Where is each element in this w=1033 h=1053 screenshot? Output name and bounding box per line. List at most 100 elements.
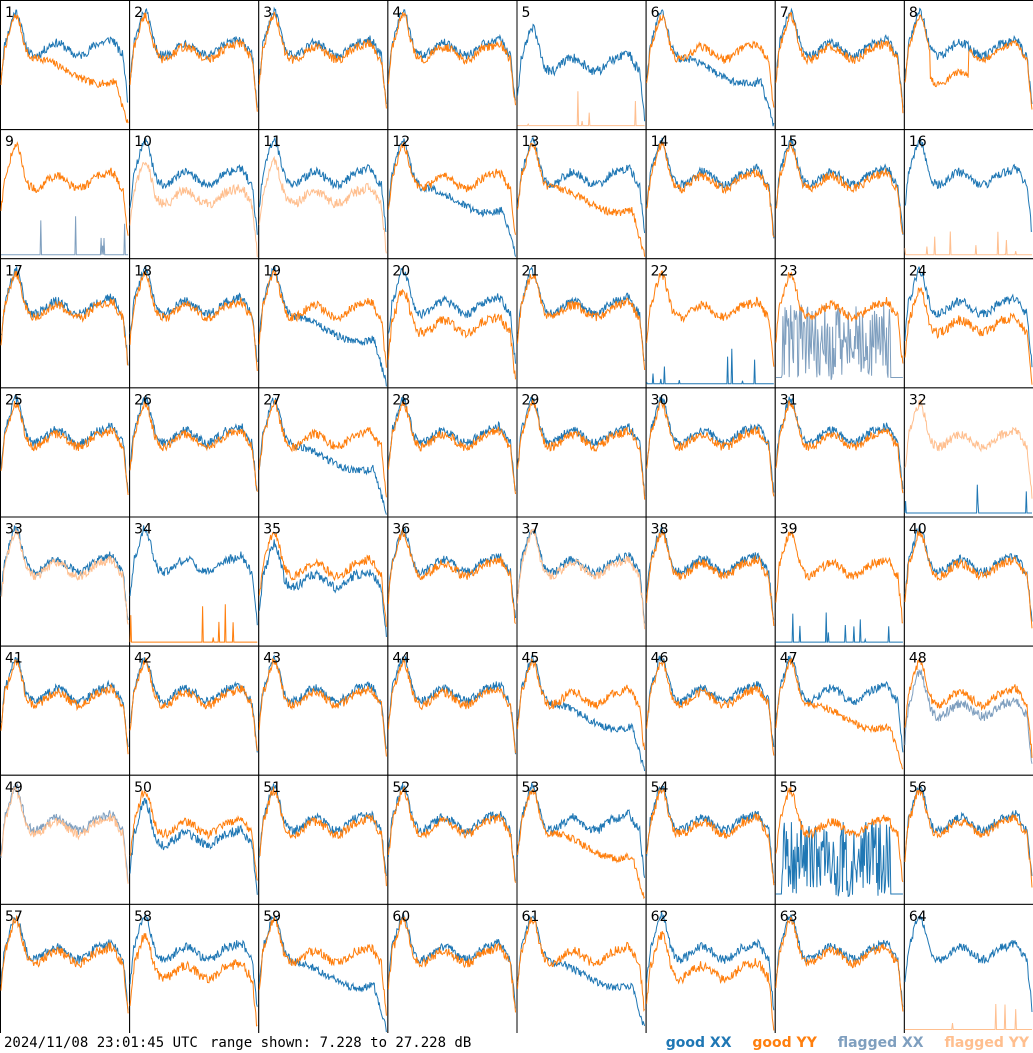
panel-label: 64 <box>909 909 927 925</box>
series-xx <box>129 138 258 235</box>
panel-40: 40 <box>903 516 1033 647</box>
legend: good XX good YY flagged XX flagged YY <box>650 1033 1029 1053</box>
panel-label: 50 <box>134 780 152 796</box>
series-yy <box>517 399 646 500</box>
series-yy <box>129 657 258 751</box>
panel-53: 53 <box>516 774 647 905</box>
panel-56: 56 <box>903 774 1033 905</box>
panel-label: 30 <box>651 392 669 408</box>
panel-45: 45 <box>516 645 647 776</box>
panel-label: 15 <box>780 134 798 150</box>
panel-frame <box>516 387 647 518</box>
panel-label: 42 <box>134 651 152 667</box>
panel-34: 34 <box>129 516 260 647</box>
panel-frame <box>387 516 518 647</box>
series-yy <box>0 914 129 1014</box>
series-xx <box>387 656 516 755</box>
series-xx <box>0 266 129 366</box>
series-xx <box>646 348 774 385</box>
panel-label: 58 <box>134 909 152 925</box>
panel-label: 18 <box>134 263 152 279</box>
panel-frame <box>0 258 131 389</box>
panel-label: 16 <box>909 134 927 150</box>
panel-label: 53 <box>522 780 540 796</box>
panel-2: 2 <box>129 0 260 131</box>
panel-38: 38 <box>645 516 776 647</box>
panel-47: 47 <box>774 645 905 776</box>
panel-28: 28 <box>387 387 518 518</box>
series-yy <box>387 141 516 235</box>
panel-label: 11 <box>263 134 281 150</box>
panel-63: 63 <box>774 903 905 1033</box>
series-yy <box>775 399 904 494</box>
panel-frame <box>516 774 647 905</box>
series-xx <box>517 137 646 234</box>
panel-37: 37 <box>516 516 647 647</box>
panel-label: 47 <box>780 651 798 667</box>
panel-29: 29 <box>516 387 647 518</box>
series-yy <box>387 288 516 380</box>
panel-17: 17 <box>0 258 131 389</box>
series-yy <box>775 141 904 235</box>
panel-frame <box>387 258 518 389</box>
series-yy <box>129 270 258 372</box>
panel-label: 26 <box>134 392 152 408</box>
panel-13: 13 <box>516 129 647 260</box>
panel-label: 40 <box>909 522 927 538</box>
series-xx <box>0 394 129 493</box>
series-yy <box>258 269 387 368</box>
panel-frame <box>387 387 518 518</box>
series-yy <box>517 142 646 257</box>
series-xx <box>775 820 903 898</box>
series-yy <box>775 12 904 114</box>
series-yy <box>129 399 258 492</box>
panel-frame <box>0 129 131 260</box>
panel-10: 10 <box>129 129 260 260</box>
panel-7: 7 <box>774 0 905 131</box>
panel-35: 35 <box>258 516 389 647</box>
panel-51: 51 <box>258 774 389 905</box>
series-yy <box>129 933 258 1027</box>
panel-44: 44 <box>387 645 518 776</box>
panel-frame <box>129 516 260 647</box>
series-yy <box>775 786 904 883</box>
series-xx <box>517 652 646 772</box>
panel-57: 57 <box>0 903 131 1033</box>
panel-label: 41 <box>5 651 23 667</box>
panel-label: 8 <box>909 5 918 21</box>
panel-25: 25 <box>0 387 131 518</box>
series-xx <box>0 915 129 1011</box>
panel-frame <box>258 387 389 518</box>
series-yy <box>775 530 903 624</box>
panel-label: 31 <box>780 392 798 408</box>
panel-46: 46 <box>645 645 776 776</box>
panel-39: 39 <box>774 516 905 647</box>
panel-label: 28 <box>392 392 410 408</box>
panel-5: 5 <box>516 0 647 131</box>
panel-1: 1 <box>0 0 131 131</box>
series-xx <box>904 7 1033 105</box>
series-xx <box>258 915 387 1033</box>
panel-32: 32 <box>903 387 1033 518</box>
series-yy <box>517 528 646 630</box>
series-yy <box>258 399 387 498</box>
series-yy <box>517 91 645 127</box>
series-xx <box>775 137 904 235</box>
panel-41: 41 <box>0 645 131 776</box>
series-yy <box>259 786 387 887</box>
series-yy <box>387 401 516 495</box>
series-yy <box>775 657 904 770</box>
panel-19: 19 <box>258 258 389 389</box>
panel-label: 21 <box>522 263 540 279</box>
panel-frame <box>258 258 389 389</box>
series-yy <box>904 788 1033 888</box>
panel-frame <box>258 645 389 776</box>
panel-label: 17 <box>5 263 23 279</box>
series-yy <box>517 274 646 371</box>
panel-frame <box>903 645 1033 776</box>
panel-label: 29 <box>522 392 540 408</box>
panel-frame <box>0 774 131 905</box>
panel-label: 20 <box>392 263 410 279</box>
panel-label: 22 <box>651 263 669 279</box>
series-yy <box>0 141 129 236</box>
